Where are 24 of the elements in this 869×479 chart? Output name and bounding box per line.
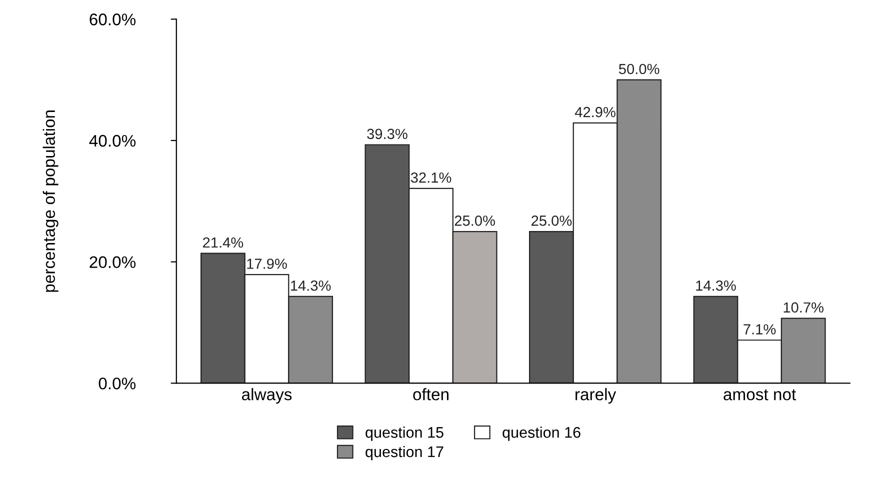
data-label: 50.0% [618, 64, 660, 74]
y-tick-label: 40.0% [89, 134, 136, 147]
x-tick-label: often [413, 388, 448, 400]
legend-label: question 16 [502, 426, 580, 441]
data-label: 25.0% [454, 216, 495, 226]
data-label: 10.7% [784, 302, 824, 313]
x-tick-label: rarely [576, 388, 616, 404]
data-label: 14.3% [290, 280, 331, 291]
x-tick-label: amost not [724, 389, 796, 400]
data-label: 21.4% [203, 237, 244, 248]
legend-label: question 15 [366, 426, 444, 441]
x-tick-label: always [242, 388, 292, 404]
data-label: 7.1% [744, 324, 776, 334]
data-label: 42.9% [574, 106, 616, 118]
y-tick-label: 20.0% [90, 256, 136, 268]
data-label: 39.3% [367, 128, 408, 140]
data-label: 25.0% [532, 216, 572, 226]
y-tick-label: 0.0% [98, 378, 136, 390]
data-label: 17.9% [247, 258, 287, 269]
legend-label: question 17 [366, 446, 444, 460]
y-tick-label: 60.0% [90, 14, 136, 26]
data-label: 14.3% [696, 280, 736, 291]
data-label: 32.1% [410, 172, 452, 183]
y-axis-title: percentage of population [42, 110, 58, 292]
